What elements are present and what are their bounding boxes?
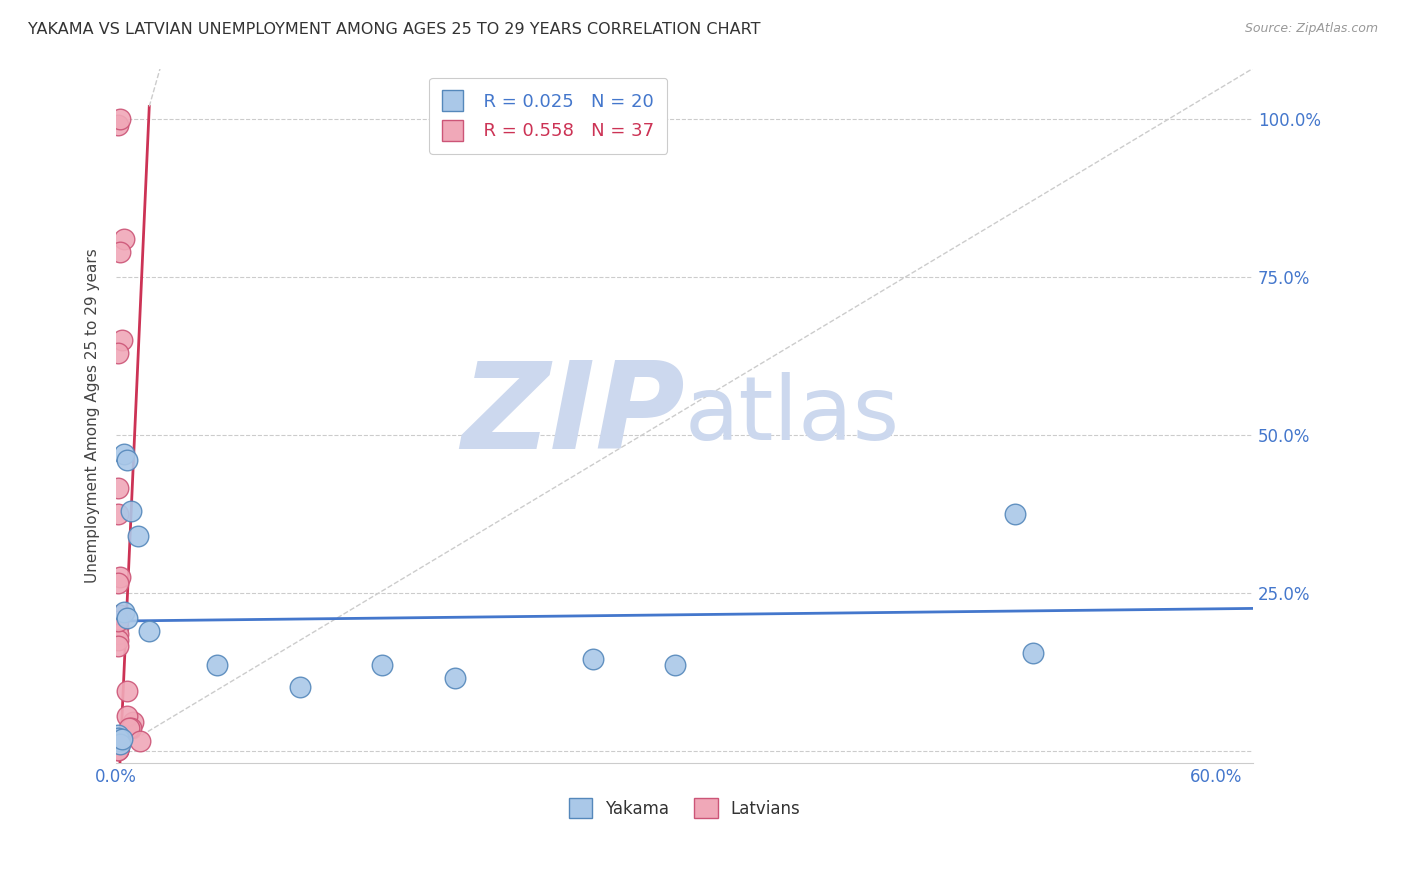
Point [107, 734, 129, 748]
Point [107, 741, 129, 756]
Point [107, 507, 129, 521]
Point [111, 732, 134, 747]
Point [107, 736, 129, 750]
Point [1004, 507, 1026, 521]
Point [107, 345, 129, 359]
Point [107, 482, 129, 496]
Point [108, 244, 131, 259]
Point [664, 658, 686, 673]
Point [117, 453, 139, 467]
Text: ZIP: ZIP [461, 358, 685, 475]
Point [107, 576, 129, 591]
Text: Source: ZipAtlas.com: Source: ZipAtlas.com [1244, 22, 1378, 36]
Point [118, 722, 141, 736]
Point [117, 683, 139, 698]
Point [107, 741, 129, 756]
Point [444, 671, 467, 685]
Point [129, 734, 152, 748]
Point [120, 503, 142, 517]
Point [111, 333, 134, 347]
Point [117, 708, 139, 723]
Text: YAKAMA VS LATVIAN UNEMPLOYMENT AMONG AGES 25 TO 29 YEARS CORRELATION CHART: YAKAMA VS LATVIAN UNEMPLOYMENT AMONG AGE… [28, 22, 761, 37]
Point [371, 658, 394, 673]
Point [107, 731, 129, 745]
Point [107, 632, 129, 647]
Point [117, 611, 139, 625]
Y-axis label: Unemployment Among Ages 25 to 29 years: Unemployment Among Ages 25 to 29 years [86, 249, 100, 583]
Point [120, 722, 142, 736]
Point [127, 529, 149, 543]
Point [107, 119, 129, 133]
Point [288, 681, 311, 695]
Point [107, 742, 129, 756]
Point [107, 739, 129, 753]
Point [108, 570, 131, 584]
Point [107, 728, 129, 742]
Point [107, 640, 129, 654]
Point [108, 607, 131, 622]
Text: atlas: atlas [685, 372, 900, 459]
Point [1022, 646, 1045, 660]
Point [205, 658, 228, 673]
Point [108, 112, 131, 126]
Point [107, 743, 129, 757]
Point [107, 614, 129, 628]
Point [107, 741, 129, 756]
Point [107, 734, 129, 748]
Legend: Yakama, Latvians: Yakama, Latvians [562, 792, 807, 824]
Point [107, 620, 129, 634]
Point [121, 715, 143, 730]
Point [107, 741, 129, 756]
Point [108, 734, 131, 748]
Point [108, 737, 131, 751]
Point [107, 743, 129, 757]
Point [107, 741, 129, 756]
Point [112, 232, 135, 246]
Point [107, 741, 129, 756]
Point [138, 624, 160, 638]
Point [107, 742, 129, 756]
Point [582, 652, 605, 666]
Point [112, 605, 135, 619]
Point [107, 626, 129, 640]
Point [112, 447, 135, 461]
Point [107, 737, 129, 751]
